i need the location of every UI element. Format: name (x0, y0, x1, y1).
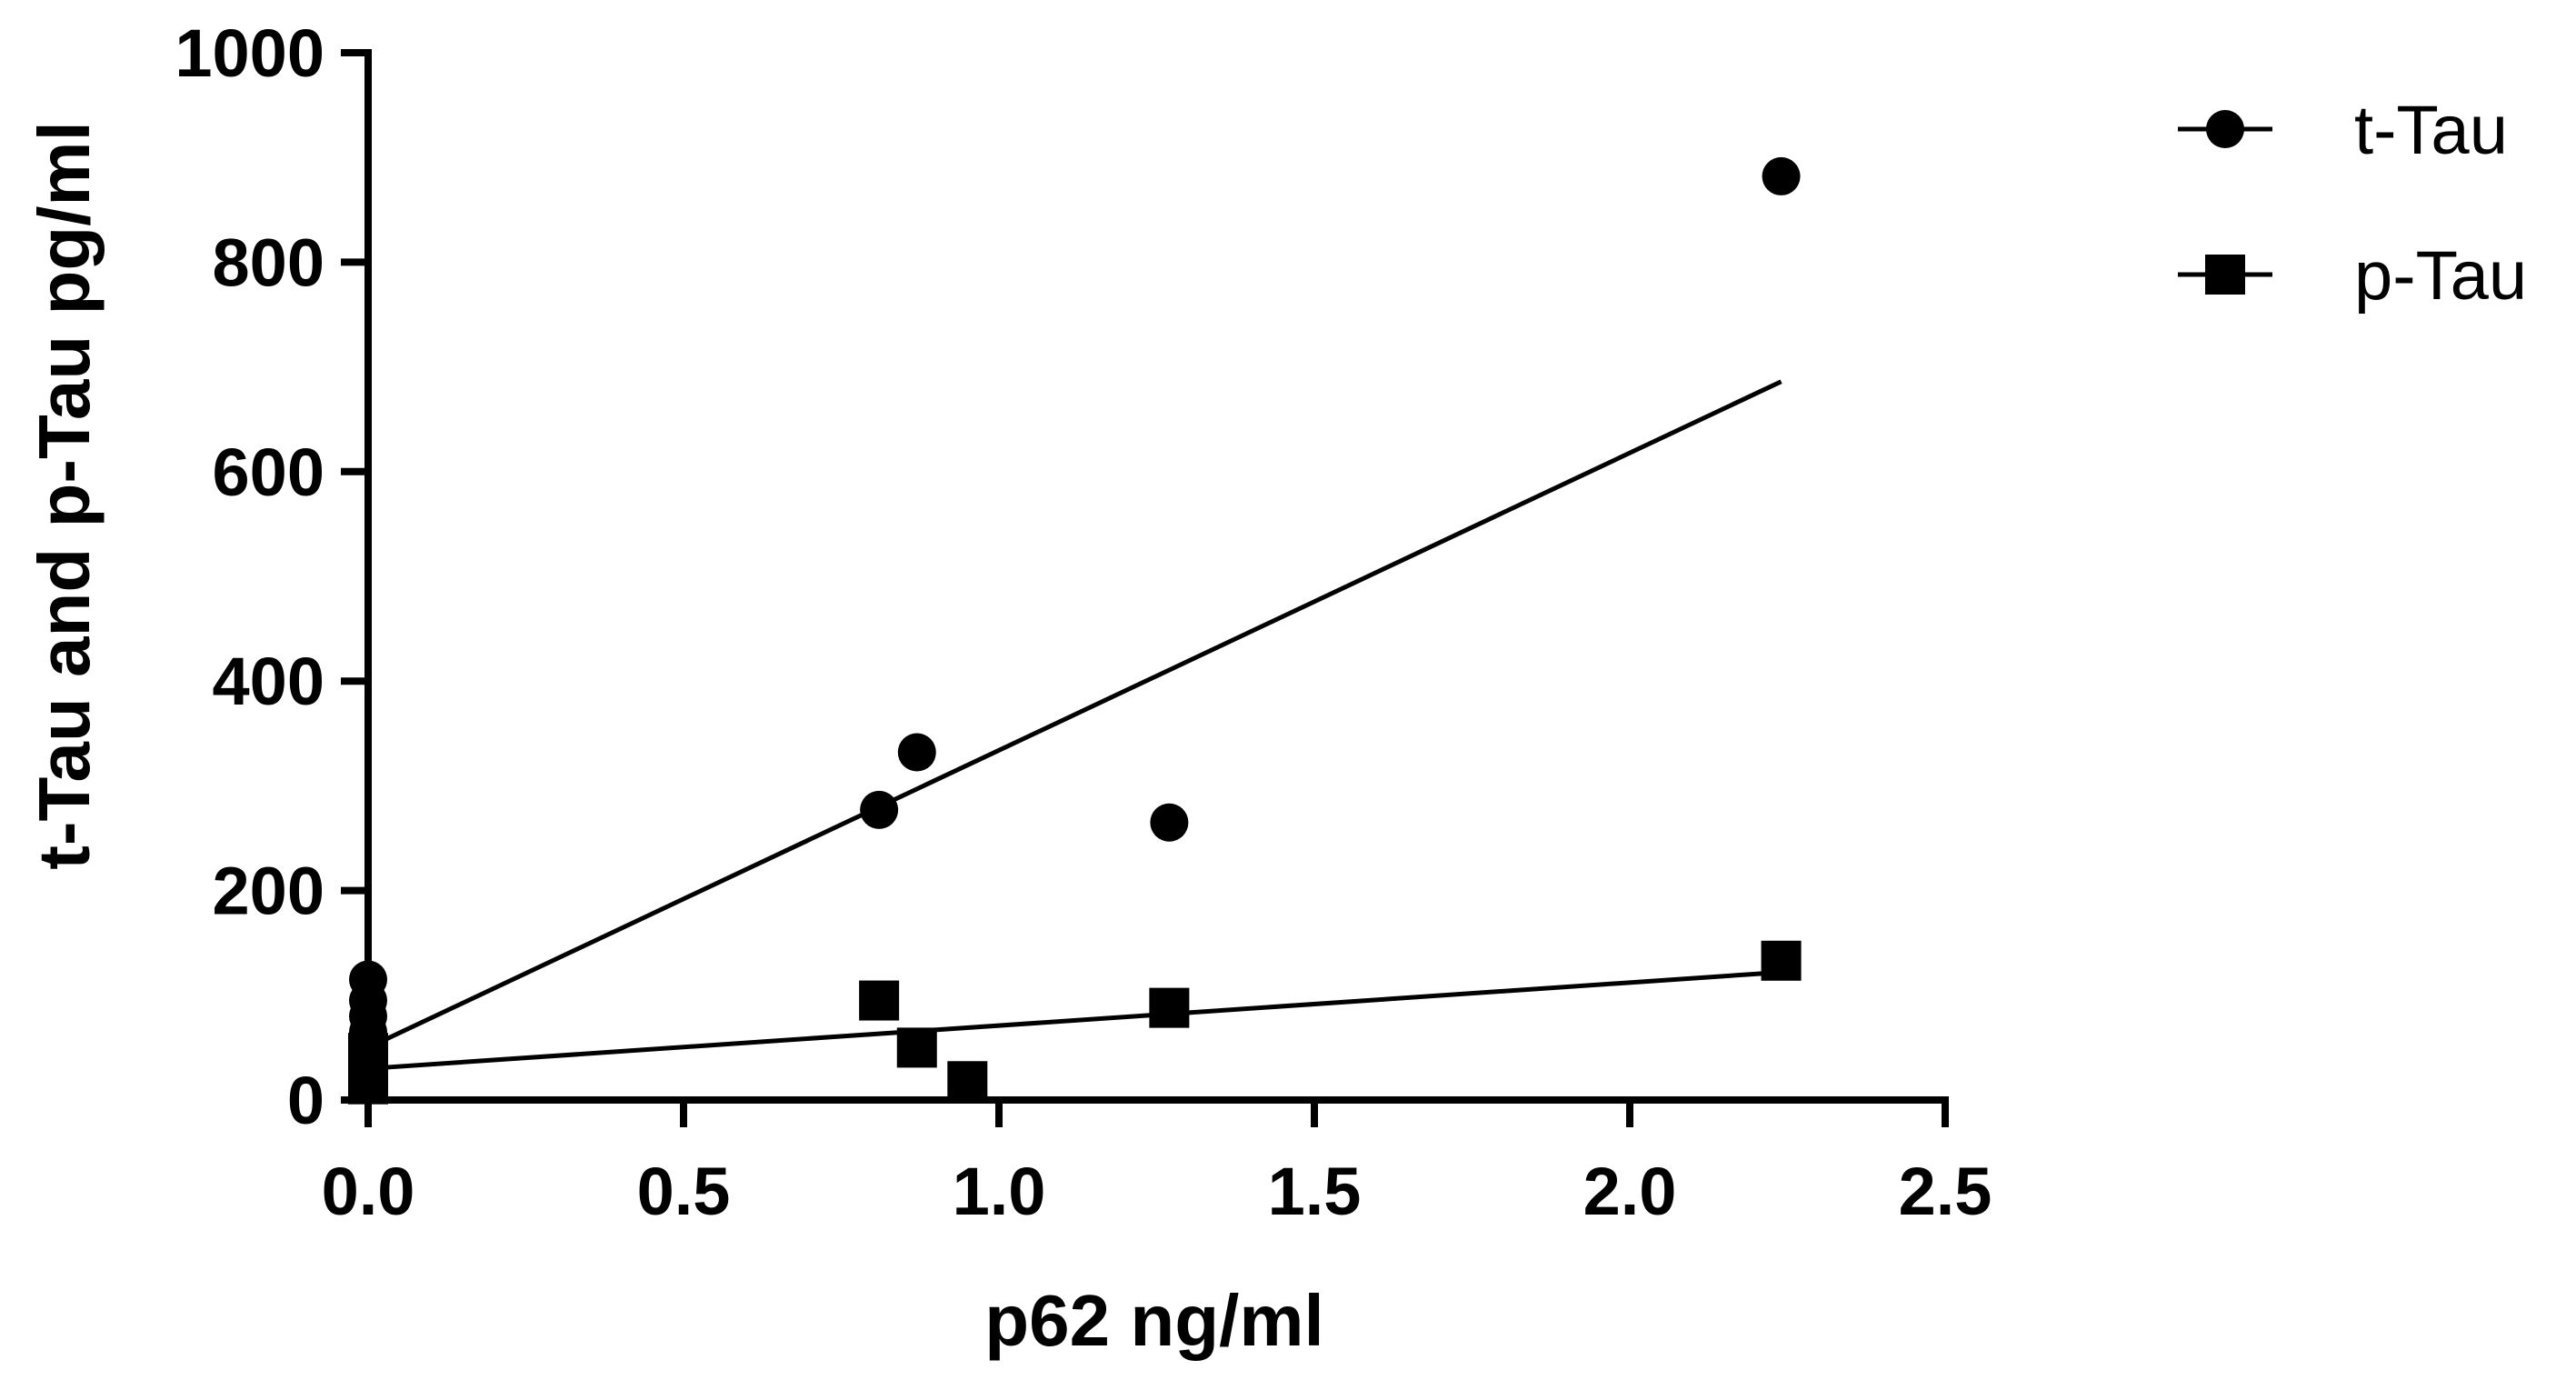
y-tick-label: 800 (213, 225, 324, 300)
t-tau-point (860, 790, 899, 829)
legend-t-tau-marker (2206, 110, 2244, 148)
y-tick-label: 200 (213, 854, 324, 929)
legend: t-Tau p-Tau (2178, 92, 2527, 315)
x-axis-title: p62 ng/ml (984, 1280, 1323, 1361)
p-tau-fit-line (367, 969, 1782, 1071)
x-tick-label: 2.0 (1583, 1154, 1677, 1229)
t-tau-point (1150, 803, 1189, 842)
x-tick-label: 1.0 (953, 1154, 1046, 1229)
p-tau-point (1149, 987, 1190, 1028)
legend-p-tau-label: p-Tau (2354, 237, 2527, 315)
p-tau-point (947, 1061, 988, 1102)
t-tau-point (1762, 156, 1801, 195)
legend-p-tau-marker (2205, 255, 2245, 295)
p-tau-point (859, 980, 900, 1021)
legend-t-tau-label: t-Tau (2354, 92, 2508, 169)
y-axis-title: t-Tau and p-Tau pg/ml (24, 121, 105, 870)
y-tick-label: 1000 (175, 15, 324, 91)
data-markers (348, 156, 1802, 1105)
t-tau-fit-line (366, 379, 1782, 1050)
p-tau-point (896, 1027, 937, 1068)
x-tick-label: 1.5 (1268, 1154, 1362, 1229)
y-tick-label: 400 (213, 644, 324, 719)
t-tau-point (897, 733, 936, 772)
x-tick-label: 2.5 (1899, 1154, 1992, 1229)
axes: 0 200 400 600 800 1000 0.0 0.5 1.0 1.5 2.0 2.5 (175, 15, 1992, 1229)
y-tick-label: 0 (287, 1063, 324, 1138)
p-tau-point (348, 1064, 388, 1105)
x-tick-label: 0.5 (637, 1154, 731, 1229)
p-tau-point (1761, 940, 1802, 981)
x-tick-label: 0.0 (322, 1154, 415, 1229)
y-tick-label: 600 (213, 435, 324, 510)
fit-lines (366, 379, 1782, 1071)
